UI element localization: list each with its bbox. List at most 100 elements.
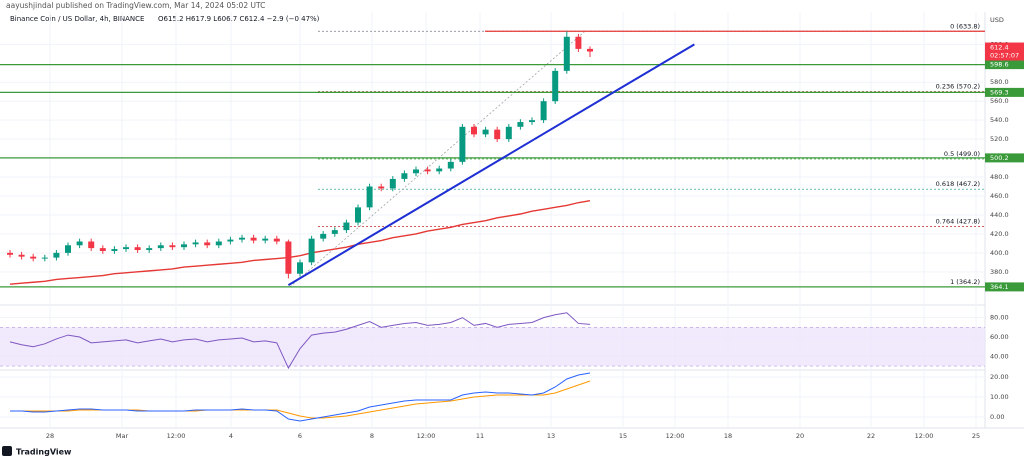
- candle-body: [41, 257, 48, 259]
- candle-body: [424, 169, 431, 172]
- candle-body: [436, 168, 443, 172]
- y-tick-label: 460.0: [990, 192, 1009, 200]
- candle-body: [331, 230, 338, 234]
- candle-body: [563, 36, 570, 71]
- candle-body: [181, 244, 187, 248]
- candle-body: [99, 248, 106, 251]
- countdown: 02:57:07: [990, 52, 1019, 60]
- y-tick-label: 60.00: [990, 333, 1009, 341]
- candle-body: [355, 207, 361, 223]
- candle-body: [378, 186, 385, 189]
- y-tick-label: 420.0: [990, 230, 1009, 238]
- candle-body: [482, 129, 489, 135]
- x-tick-label: 4: [229, 432, 233, 440]
- candle-body: [7, 252, 13, 255]
- x-tick-label: 15: [619, 432, 627, 440]
- fib-label: 0.236 (570.2): [936, 83, 980, 91]
- y-tick-label: 0.00: [990, 413, 1004, 421]
- candle-body: [552, 70, 559, 102]
- candle-body: [320, 233, 327, 239]
- x-tick-label: 18: [724, 432, 732, 440]
- y-tick-label: 480.0: [990, 173, 1009, 181]
- candle-body: [459, 126, 466, 162]
- candle-body: [494, 129, 501, 140]
- x-tick-label: 13: [547, 432, 555, 440]
- candle-body: [76, 241, 83, 246]
- y-tick-label: 20.00: [990, 373, 1009, 381]
- candle-body: [157, 245, 164, 249]
- candle-body: [239, 237, 245, 240]
- level-tag: [985, 60, 1024, 70]
- level-tag-label: 364.1: [990, 283, 1009, 291]
- candle-body: [389, 178, 396, 189]
- currency: USD: [990, 16, 1004, 24]
- candle-body: [88, 241, 95, 249]
- y-tick-label: 560.0: [990, 97, 1009, 105]
- candle-body: [192, 242, 199, 245]
- y-tick-label: 520.0: [990, 135, 1009, 143]
- legend-values: O615.2 H617.9 L606.7 C612.4 −2.9 (−0.47%…: [158, 15, 320, 23]
- candle-body: [215, 241, 222, 246]
- x-tick-label: 28: [46, 432, 54, 440]
- candle-body: [169, 245, 176, 248]
- y-tick-label: 580.0: [990, 78, 1009, 86]
- level-tag: [985, 153, 1024, 163]
- y-tick-label: 540.0: [990, 116, 1009, 124]
- candle-body: [297, 262, 303, 274]
- x-tick-label: 12:00: [417, 432, 436, 440]
- x-tick-label: 22: [867, 432, 875, 440]
- level-tag-label: 598.6: [990, 61, 1009, 69]
- candle-body: [111, 249, 118, 251]
- y-tick-label: 380.0: [990, 268, 1009, 276]
- candle-body: [517, 122, 524, 127]
- y-tick-label: 400.0: [990, 249, 1009, 257]
- candle-body: [146, 248, 153, 251]
- y-tick-label: 80.00: [990, 314, 1009, 322]
- x-tick-label: 25: [972, 432, 980, 440]
- x-tick-label: 8: [370, 432, 374, 440]
- y-tick-label: 40.00: [990, 352, 1009, 360]
- candle-body: [134, 247, 141, 251]
- candle-body: [447, 161, 454, 169]
- fib-label: 0 (633.8): [950, 22, 980, 30]
- rsi-band: [0, 327, 985, 367]
- header: aayushjindal published on TradingView.co…: [6, 1, 265, 10]
- macd-line: [10, 372, 591, 422]
- candle-body: [587, 48, 593, 52]
- candle-body: [204, 242, 211, 246]
- price-tag-label: 612.4: [990, 44, 1009, 52]
- level-tag-label: 569.3: [990, 88, 1009, 96]
- fib-anchor: [289, 30, 586, 288]
- candle-body: [401, 173, 408, 179]
- logo-icon: [2, 446, 12, 456]
- chart-title: Binance Coin / US Dollar, 4h, BINANCE: [10, 15, 144, 23]
- level-tag-label: 500.2: [990, 154, 1009, 162]
- candle-body: [18, 254, 25, 257]
- moving-average: [9, 200, 591, 285]
- x-tick-label: 12:00: [666, 432, 685, 440]
- candle-body: [285, 241, 292, 274]
- candle-body: [343, 222, 350, 231]
- rsi-line: [9, 312, 591, 370]
- level-tag: [985, 282, 1024, 292]
- candle-body: [227, 239, 234, 242]
- candle-body: [308, 238, 315, 263]
- candle-body: [540, 101, 547, 121]
- candle-body: [30, 256, 37, 259]
- x-tick-label: 11: [476, 432, 484, 440]
- x-tick-label: 12:00: [167, 432, 186, 440]
- fib-label: 0.764 (427.8): [936, 218, 980, 226]
- y-tick-label: 10.00: [990, 393, 1009, 401]
- candle-body: [471, 126, 477, 135]
- x-tick-label: 12:00: [915, 432, 934, 440]
- x-tick-label: 6: [298, 432, 302, 440]
- candle-body: [262, 238, 269, 241]
- candle-body: [413, 169, 419, 174]
- trendline: [287, 43, 695, 286]
- candle-body: [53, 252, 60, 258]
- fib-label: 0.618 (467.2): [936, 180, 980, 188]
- candle-body: [505, 126, 512, 140]
- footer-logo: TradingView: [16, 448, 72, 457]
